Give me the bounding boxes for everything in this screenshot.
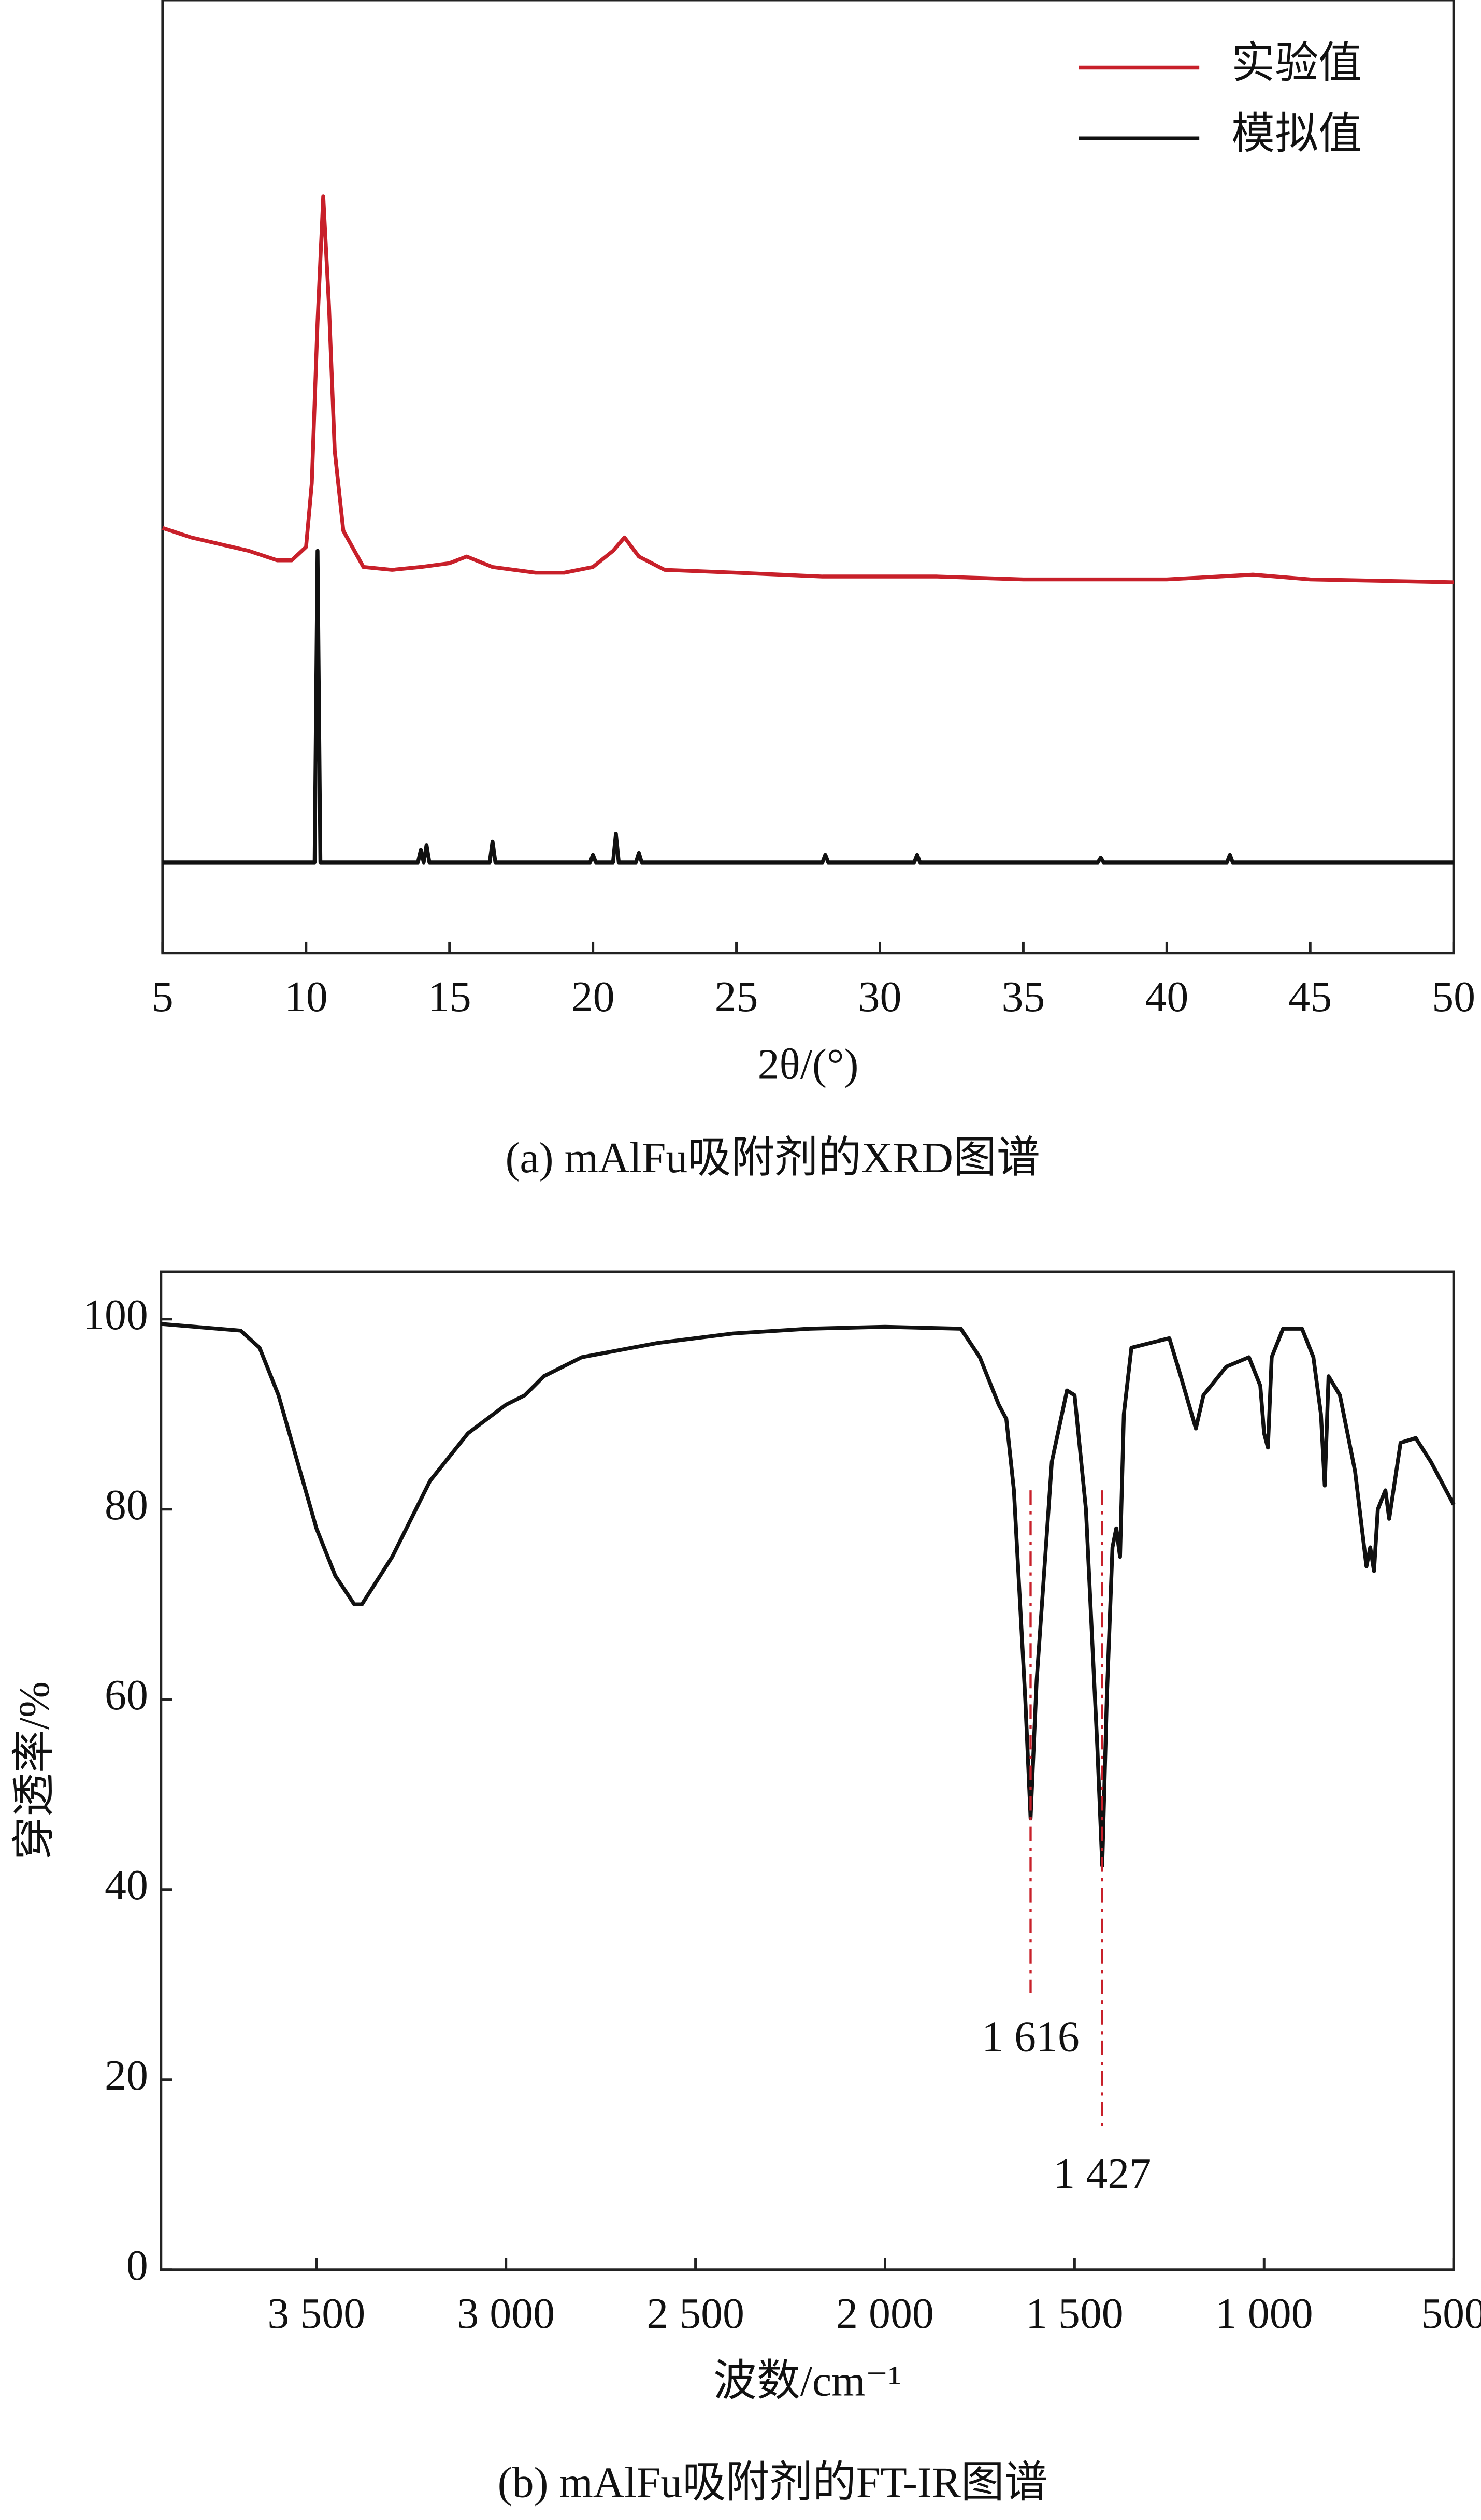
annotation-label: 1 427	[1053, 2150, 1151, 2198]
x-axis-label: 2θ/(°)	[758, 1041, 859, 1089]
y-tick-label: 100	[83, 1291, 148, 1339]
plot-frame	[160, 1270, 1455, 2271]
y-tick-label: 80	[105, 1481, 148, 1529]
x-tick-label: 30	[858, 973, 902, 1021]
y-tick-label: 40	[105, 1861, 148, 1909]
y-tick-label: 20	[105, 2051, 148, 2099]
y-axis-label: 穿透率/%	[10, 1681, 59, 1860]
x-tick-label: 40	[1145, 973, 1188, 1021]
legend-label: 模拟值	[1231, 110, 1362, 159]
legend-label: 实验值	[1231, 39, 1362, 88]
y-tick-label: 60	[105, 1671, 148, 1719]
x-tick-label: 500	[1421, 2289, 1481, 2338]
x-tick-label: 20	[571, 973, 615, 1021]
x-tick-label: 15	[428, 973, 471, 1021]
x-tick-label: 50	[1432, 973, 1475, 1021]
x-tick-label: 3 000	[457, 2289, 555, 2338]
caption: (a) mAlFu吸附剂的XRD图谱	[506, 1134, 1040, 1182]
x-tick-label: 45	[1288, 973, 1332, 1021]
data-line	[162, 549, 1454, 865]
annotation-label: 1 616	[982, 2013, 1080, 2061]
x-tick-label: 25	[715, 973, 758, 1021]
data-line	[161, 1322, 1456, 1868]
x-tick-label: 35	[1001, 973, 1045, 1021]
x-tick-label: 3 500	[267, 2289, 365, 2338]
x-tick-label: 5	[152, 973, 174, 1021]
x-tick-label: 2 500	[646, 2289, 744, 2338]
plot-frame	[161, 0, 1455, 955]
x-tick-label: 1 000	[1215, 2289, 1313, 2338]
y-tick-label: 0	[126, 2241, 148, 2289]
data-line	[162, 194, 1454, 584]
x-tick-label: 10	[284, 973, 328, 1021]
x-tick-label: 1 500	[1026, 2289, 1124, 2338]
x-tick-label: 2 000	[836, 2289, 934, 2338]
caption: (b) mAlFu吸附剂的FT-IR图谱	[498, 2459, 1048, 2507]
x-axis-label: 波数/cm⁻¹	[713, 2357, 901, 2406]
